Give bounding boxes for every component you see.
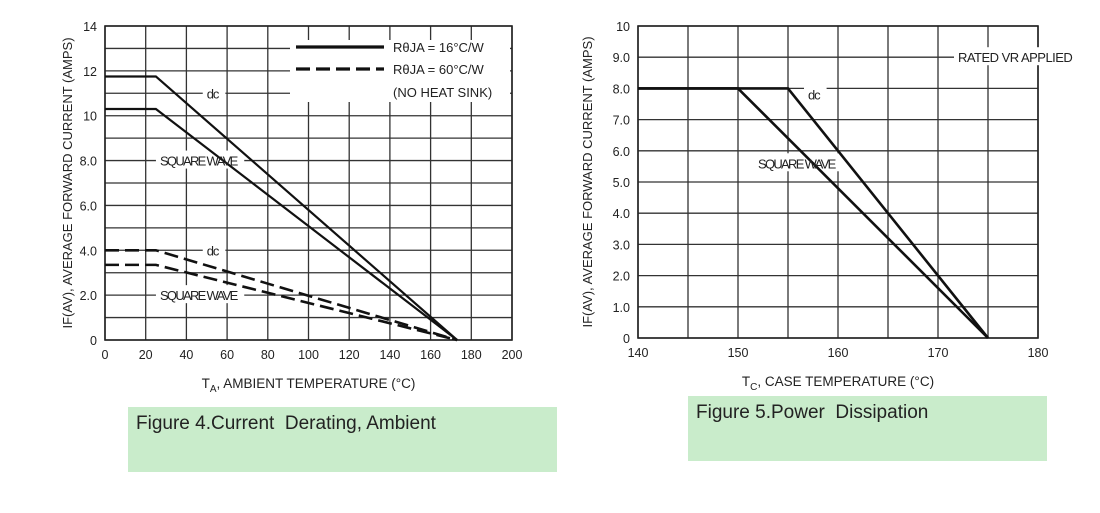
x-tick-label: 120	[339, 348, 360, 362]
y-tick-label: 1.0	[613, 301, 630, 315]
figure-4-caption: Figure 4.Current Derating, Ambient	[128, 407, 557, 472]
x-tick-label: 170	[928, 346, 949, 360]
y-tick-label: 8.0	[80, 155, 97, 169]
chart-4	[104, 25, 513, 342]
y-tick-label: 4.0	[80, 244, 97, 258]
series-line-2	[105, 107, 458, 341]
y-tick-label: 0	[623, 332, 630, 346]
x-tick-label: 160	[828, 346, 849, 360]
series-line-3	[105, 248, 458, 342]
x-axis-label: TA, AMBIENT TEMPERATURE (°C)	[202, 376, 416, 395]
series-line-2	[638, 87, 989, 339]
annotation-background	[954, 47, 1079, 66]
annotation-label: SQUARE WAVE	[758, 156, 837, 171]
legend-background	[290, 40, 510, 102]
legend-label: RθJA = 60°C/W	[393, 62, 485, 77]
x-tick-label: 140	[628, 346, 649, 360]
legend-label: (NO HEAT SINK)	[393, 85, 492, 100]
y-tick-label: 6.0	[80, 199, 97, 213]
x-tick-label: 20	[139, 348, 153, 362]
annotation-background	[155, 150, 245, 169]
y-axis-label: IF(AV), AVERAGE FORWARD CURRENT (AMPS)	[580, 36, 595, 327]
x-axis-label: TC, CASE TEMPERATURE (°C)	[742, 374, 934, 393]
x-tick-label: 40	[179, 348, 193, 362]
annotation-background	[804, 84, 827, 103]
annotation-label: RATED VR APPLIED	[958, 50, 1073, 65]
y-tick-label: 4.0	[613, 207, 630, 221]
x-tick-label: 150	[728, 346, 749, 360]
plot-frame	[104, 25, 513, 341]
x-tick-label: 80	[261, 348, 275, 362]
annotation-label: SQUARE WAVE	[160, 154, 239, 169]
y-tick-label: 5.0	[613, 176, 630, 190]
annotation-label: dc	[808, 88, 821, 103]
y-tick-label: 12	[83, 65, 97, 79]
x-tick-label: 180	[461, 348, 482, 362]
y-tick-label: 7.0	[613, 114, 630, 128]
series-line-4	[105, 263, 458, 342]
annotation-background	[202, 83, 226, 102]
y-axis-label: IF(AV), AVERAGE FORWARD CURRENT (AMPS)	[60, 37, 75, 328]
y-tick-label: 10	[616, 20, 630, 34]
y-tick-label: 10	[83, 110, 97, 124]
x-tick-label: 140	[379, 348, 400, 362]
annotation-background	[754, 153, 843, 172]
x-tick-label: 100	[298, 348, 319, 362]
x-tick-label: 0	[102, 348, 109, 362]
annotation-background	[155, 285, 245, 304]
y-tick-label: 8.0	[613, 82, 630, 96]
y-tick-label: 0	[90, 334, 97, 348]
annotation-label: dc	[207, 243, 220, 258]
x-tick-label: 160	[420, 348, 441, 362]
annotation-label: dc	[207, 86, 220, 101]
x-tick-label: 200	[502, 348, 523, 362]
figure-5-caption: Figure 5.Power Dissipation	[688, 396, 1047, 461]
annotation-background	[202, 240, 226, 259]
annotation-label: SQUARE WAVE	[160, 288, 239, 303]
y-tick-label: 6.0	[613, 145, 630, 159]
y-tick-label: 14	[83, 20, 97, 34]
series-line-1	[105, 75, 458, 341]
y-tick-label: 2.0	[80, 289, 97, 303]
x-tick-label: 60	[220, 348, 234, 362]
y-tick-label: 9.0	[613, 51, 630, 65]
plot-frame	[637, 25, 1039, 339]
legend-label: RθJA = 16°C/W	[393, 40, 485, 55]
x-tick-label: 180	[1028, 346, 1049, 360]
y-tick-label: 2.0	[613, 270, 630, 284]
y-tick-label: 3.0	[613, 238, 630, 252]
chart-5	[637, 25, 1079, 339]
